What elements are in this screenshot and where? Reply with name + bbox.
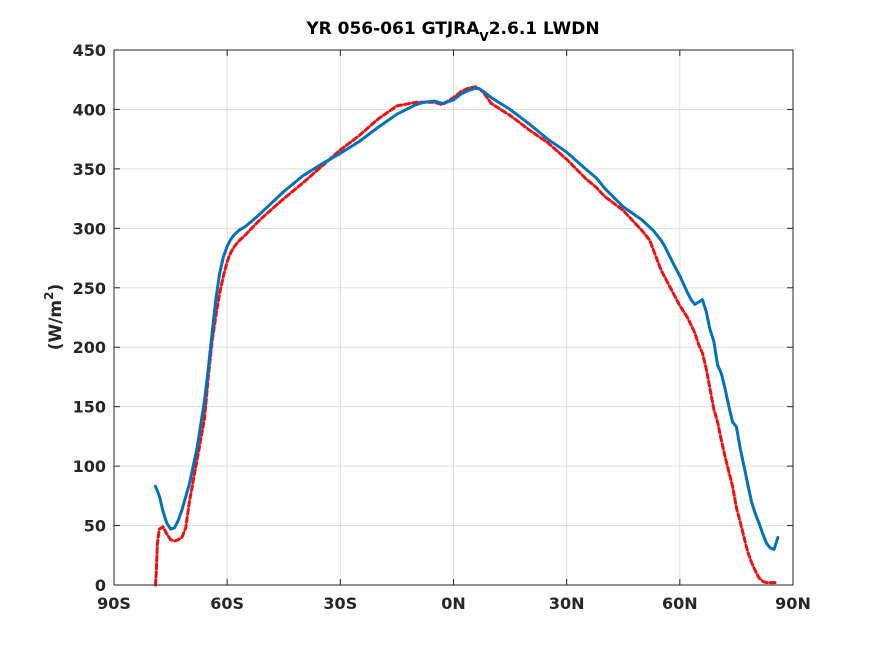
x-tick-label: 30N bbox=[549, 594, 585, 613]
series-line-0 bbox=[154, 86, 780, 551]
y-tick-label: 150 bbox=[73, 398, 106, 417]
x-tick-label: 90S bbox=[97, 594, 131, 613]
y-tick-label: 350 bbox=[73, 160, 106, 179]
y-tick-label: 250 bbox=[73, 279, 106, 298]
y-tick-label: 300 bbox=[73, 219, 106, 238]
y-tick-label: 50 bbox=[84, 517, 106, 536]
y-axis-label-tail: ) bbox=[46, 284, 66, 292]
series-line-1 bbox=[154, 85, 780, 587]
y-tick-label: 0 bbox=[95, 576, 106, 595]
x-tick-label: 60S bbox=[210, 594, 244, 613]
y-axis-label-main: (W/m bbox=[46, 300, 66, 350]
y-tick-label: 400 bbox=[73, 100, 106, 119]
x-tick-label: 30S bbox=[323, 594, 357, 613]
chart-title-main: YR 056-061 GTJRA bbox=[305, 19, 480, 39]
chart-title: YR 056-061 GTJRAV2.6.1 LWDN bbox=[305, 19, 599, 44]
y-axis-label-superscript: 2 bbox=[42, 291, 56, 299]
y-axis-label: (W/m2) bbox=[42, 284, 66, 351]
chart-title-subscript: V bbox=[479, 30, 489, 44]
y-tick-label: 100 bbox=[73, 457, 106, 476]
chart-title-tail: 2.6.1 LWDN bbox=[489, 19, 600, 39]
x-tick-label: 60N bbox=[662, 594, 698, 613]
series-layer bbox=[154, 85, 780, 587]
x-tick-label: 90N bbox=[775, 594, 811, 613]
x-tick-label: 0N bbox=[441, 594, 466, 613]
y-tick-label: 200 bbox=[73, 338, 106, 357]
y-tick-label: 450 bbox=[73, 41, 106, 60]
ticks: 90S 60S 30S 0N 30N 60N 90N 0 50 100 150 200 250 300 35… bbox=[73, 41, 811, 613]
